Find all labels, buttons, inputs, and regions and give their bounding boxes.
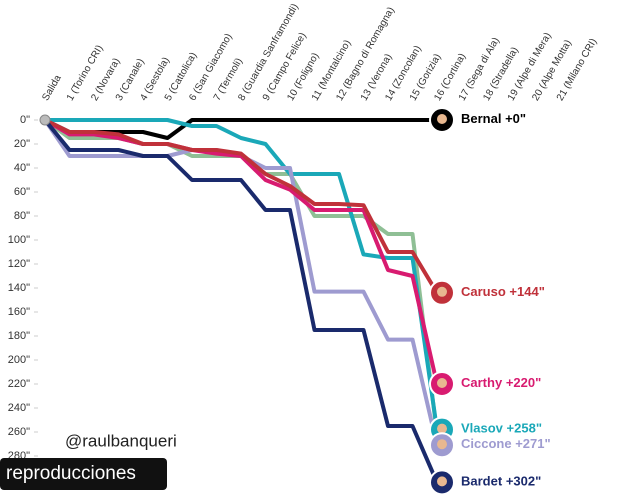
banner-box — [0, 458, 167, 490]
value-label: +220" — [506, 375, 541, 390]
y-tick-label: 240" — [8, 402, 30, 414]
end-label: Carthy +220" — [461, 375, 541, 390]
y-tick-label: 0" — [20, 114, 30, 126]
series-line — [45, 118, 439, 430]
rider-face — [437, 114, 447, 124]
x-tick-label: Salida — [40, 73, 64, 103]
end-label: Bardet +302" — [461, 474, 541, 489]
y-tick-label: 160" — [8, 306, 30, 318]
x-tick-label: 19 (Alpe di Mera) — [506, 31, 554, 103]
y-tick-label: 80" — [14, 210, 30, 222]
y-tick-label: 60" — [14, 186, 30, 198]
y-tick-label: 180" — [8, 330, 30, 342]
rider-name: Caruso — [461, 284, 506, 299]
rider-face — [437, 378, 447, 388]
rider-name: Ciccone — [461, 437, 512, 452]
rider-name: Bardet — [461, 474, 503, 489]
rider-name: Bernal — [461, 111, 501, 126]
rider-name: Carthy — [461, 375, 503, 390]
y-tick-label: 100" — [8, 234, 30, 246]
banner: reproducciones — [6, 463, 136, 484]
value-label: +144" — [509, 284, 544, 299]
series-line — [43, 118, 439, 484]
start-dot — [39, 114, 51, 126]
y-tick-label: 40" — [14, 162, 30, 174]
series-line — [43, 118, 439, 385]
y-tick-label: 20" — [14, 138, 30, 150]
y-tick-label: 220" — [8, 378, 30, 390]
end-label: Caruso +144" — [461, 284, 545, 299]
end-label: Ciccone +271" — [461, 437, 551, 452]
series-line — [43, 118, 439, 446]
x-tick-label: 6 (San Giacomo) — [187, 32, 234, 103]
y-tick-label: 120" — [8, 258, 30, 270]
rider-face — [437, 423, 447, 434]
series-line — [44, 118, 439, 294]
value-label: +271" — [515, 437, 550, 452]
plot: 0" 20" 40" 60" 80" 100" 120" 140" 160" 180" 200" 22… — [8, 2, 599, 496]
rider-face — [437, 286, 447, 297]
value-label: +0" — [505, 111, 526, 126]
y-tick-label: 260" — [8, 426, 30, 438]
value-label: +302" — [506, 474, 541, 489]
rider-name: Vlasov — [461, 421, 504, 436]
end-label: Bernal +0" — [461, 111, 526, 126]
value-label: +258" — [507, 421, 542, 436]
rider-face — [437, 439, 447, 450]
y-tick-label: 140" — [8, 282, 30, 294]
watermark: @raulbanqueri — [65, 431, 177, 450]
end-label: Vlasov +258" — [461, 421, 542, 436]
y-tick-label: 200" — [8, 354, 30, 366]
rider-face — [437, 476, 447, 487]
